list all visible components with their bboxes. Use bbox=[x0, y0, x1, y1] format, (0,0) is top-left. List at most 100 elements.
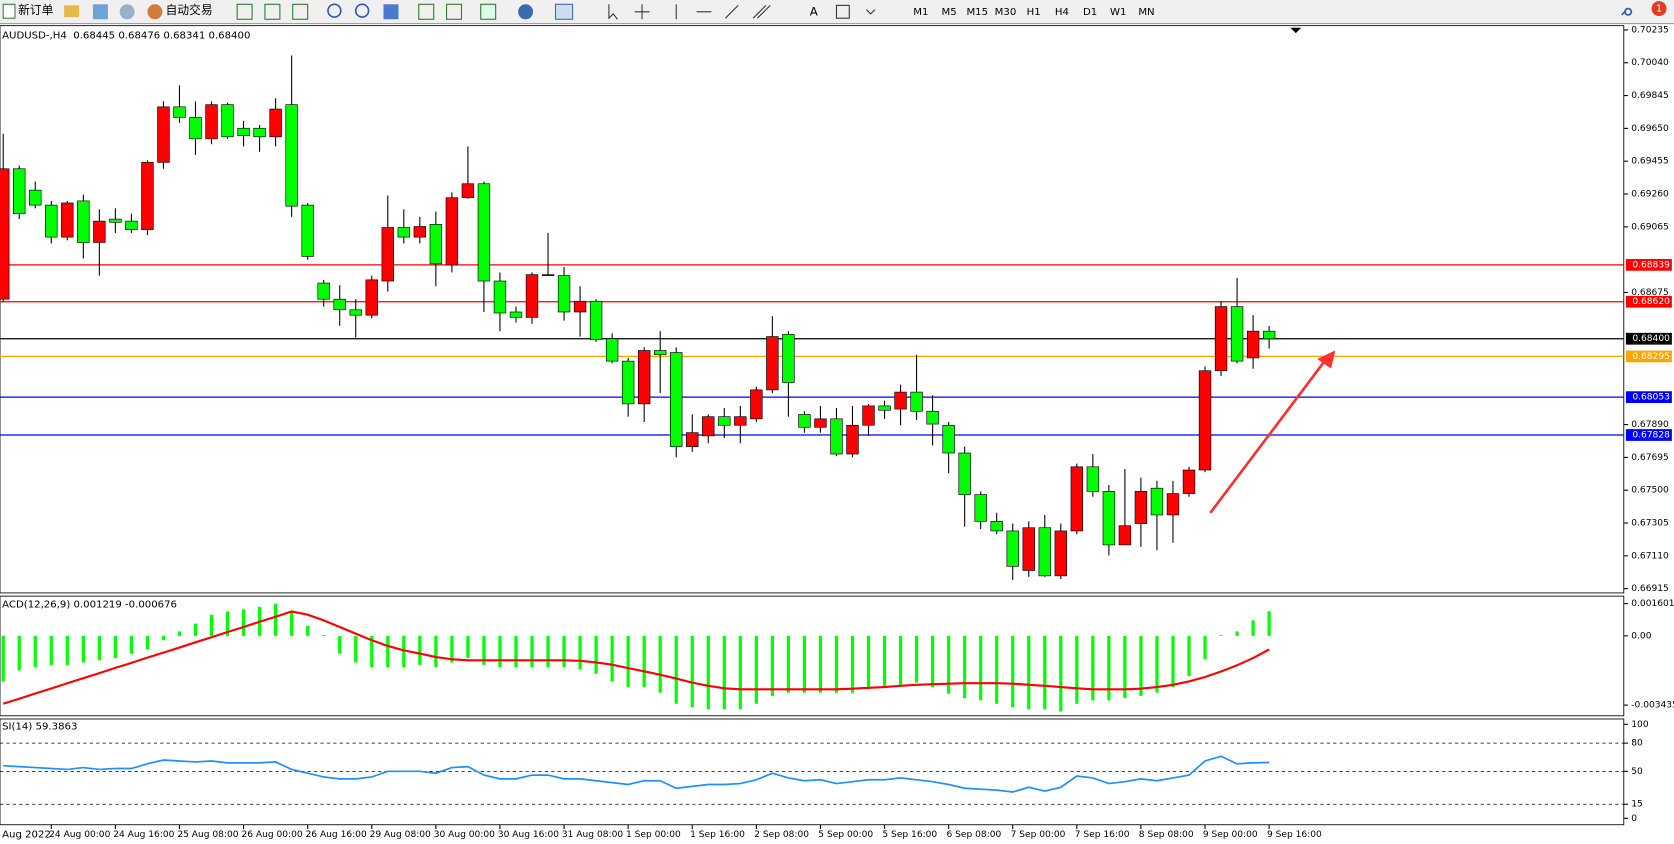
x-tick-label: 24 Aug 16:00 bbox=[113, 830, 174, 840]
x-tick-label: 24 Aug 00:00 bbox=[49, 830, 110, 840]
icon[interactable] bbox=[64, 5, 80, 18]
candle-body bbox=[125, 220, 138, 231]
channel-tool[interactable] bbox=[752, 4, 771, 19]
annotation-arrow bbox=[1209, 360, 1326, 514]
candle-body bbox=[141, 162, 154, 231]
icon[interactable] bbox=[92, 4, 108, 20]
candle-body bbox=[830, 418, 843, 455]
x-tick-label: 26 Aug 00:00 bbox=[241, 830, 302, 840]
y-tick-label: 0.69845 bbox=[1631, 91, 1669, 101]
shapes-tool[interactable] bbox=[866, 9, 876, 15]
icon[interactable] bbox=[418, 3, 435, 20]
y-tick-label: 0.66915 bbox=[1631, 584, 1669, 594]
x-tick-label: 30 Aug 00:00 bbox=[434, 830, 495, 840]
candle-body bbox=[109, 218, 122, 223]
candle-body bbox=[397, 227, 411, 238]
timeframe-button[interactable]: M1 bbox=[913, 7, 928, 18]
candle-body bbox=[445, 197, 459, 266]
candle-body bbox=[381, 227, 394, 282]
x-tick-label: 9 Sep 16:00 bbox=[1267, 830, 1322, 840]
x-tick-label: 5 Sep 16:00 bbox=[882, 830, 937, 840]
candle-body bbox=[670, 352, 683, 447]
candle-body bbox=[750, 389, 763, 420]
x-tick-label: 1 Sep 16:00 bbox=[690, 830, 745, 840]
price-line-label: 0.68400 bbox=[1632, 334, 1670, 344]
timeframe-button[interactable]: MN bbox=[1138, 7, 1154, 18]
candle-body bbox=[686, 432, 699, 447]
candle-body bbox=[477, 183, 491, 282]
icon[interactable] bbox=[236, 3, 253, 20]
trendline-tool[interactable] bbox=[724, 4, 739, 19]
icon[interactable] bbox=[518, 4, 534, 20]
new-order-icon[interactable] bbox=[2, 3, 16, 19]
crosshair-tool[interactable] bbox=[634, 4, 650, 20]
cursor-tool[interactable] bbox=[608, 4, 618, 20]
candle-body bbox=[0, 168, 10, 300]
candle-body bbox=[894, 391, 907, 410]
candle-body bbox=[637, 350, 651, 405]
candle-body bbox=[61, 202, 74, 238]
auto-trading-icon[interactable] bbox=[147, 4, 163, 20]
text-tool[interactable]: A bbox=[810, 4, 818, 18]
candle-body bbox=[541, 274, 555, 277]
x-tick-label: 7 Sep 00:00 bbox=[1011, 830, 1066, 840]
label-tool[interactable] bbox=[835, 4, 850, 19]
timeframe-button[interactable]: M30 bbox=[995, 7, 1017, 18]
candle-body bbox=[333, 298, 346, 311]
zoom-in[interactable] bbox=[327, 3, 342, 18]
timeframe-button[interactable]: D1 bbox=[1083, 7, 1097, 18]
candle-body bbox=[461, 183, 475, 199]
candle-body bbox=[1214, 306, 1228, 372]
y-tick-label: 0.001601 bbox=[1631, 599, 1674, 609]
icon[interactable] bbox=[383, 4, 399, 20]
timeframe-button[interactable]: M15 bbox=[966, 7, 988, 18]
x-tick-label: 26 Aug 16:00 bbox=[306, 830, 367, 840]
icon[interactable] bbox=[292, 3, 309, 20]
search-icon[interactable] bbox=[1621, 7, 1633, 16]
icon[interactable] bbox=[554, 3, 574, 20]
x-tick-label: 5 Sep 00:00 bbox=[818, 830, 873, 840]
timeframe-button[interactable]: W1 bbox=[1110, 7, 1126, 18]
y-tick-label: 80 bbox=[1631, 739, 1643, 749]
candle-body bbox=[237, 127, 250, 136]
zoom-out[interactable] bbox=[354, 3, 370, 18]
timeframe-button[interactable]: M5 bbox=[941, 7, 956, 18]
candle-body bbox=[910, 391, 923, 412]
notification-badge[interactable] bbox=[1651, 1, 1667, 17]
price-line-label: 0.67828 bbox=[1632, 431, 1670, 441]
x-tick-label: 6 Sep 08:00 bbox=[946, 830, 1001, 840]
candle-body bbox=[942, 424, 955, 454]
price-line-label: 0.68053 bbox=[1632, 393, 1670, 403]
x-tick-label: 30 Aug 16:00 bbox=[498, 830, 559, 840]
candle-body bbox=[93, 220, 106, 243]
candle-body bbox=[557, 275, 571, 313]
timeframe-button[interactable]: H4 bbox=[1055, 7, 1069, 18]
candle-body bbox=[734, 416, 747, 426]
y-tick-label: 0.69260 bbox=[1631, 190, 1669, 200]
timeframe-button[interactable]: H1 bbox=[1027, 7, 1041, 18]
icon[interactable] bbox=[119, 4, 135, 20]
y-tick-label: -0.003435 bbox=[1631, 701, 1674, 711]
icon[interactable] bbox=[446, 3, 463, 20]
icon[interactable] bbox=[264, 3, 281, 20]
candle-body bbox=[253, 127, 266, 138]
candle-body bbox=[589, 300, 603, 341]
x-start-label: Aug 2022 bbox=[2, 829, 51, 840]
icon[interactable] bbox=[480, 3, 497, 20]
candle-body bbox=[1022, 527, 1035, 571]
price-line-label-bg bbox=[1625, 295, 1672, 308]
macd-signal bbox=[2, 610, 1270, 705]
new-order-button[interactable]: 新订单 bbox=[18, 3, 53, 17]
candle-body bbox=[958, 452, 971, 495]
candle-body bbox=[1054, 530, 1068, 577]
y-tick-label: 0.67110 bbox=[1631, 551, 1669, 561]
candle-body bbox=[269, 108, 282, 138]
candle-body bbox=[1006, 530, 1019, 567]
candle-body bbox=[846, 424, 859, 455]
candle-body bbox=[1182, 469, 1196, 494]
candle-body bbox=[814, 418, 827, 428]
candle-body bbox=[1086, 466, 1100, 492]
auto-trading-button[interactable]: 自动交易 bbox=[166, 3, 213, 17]
